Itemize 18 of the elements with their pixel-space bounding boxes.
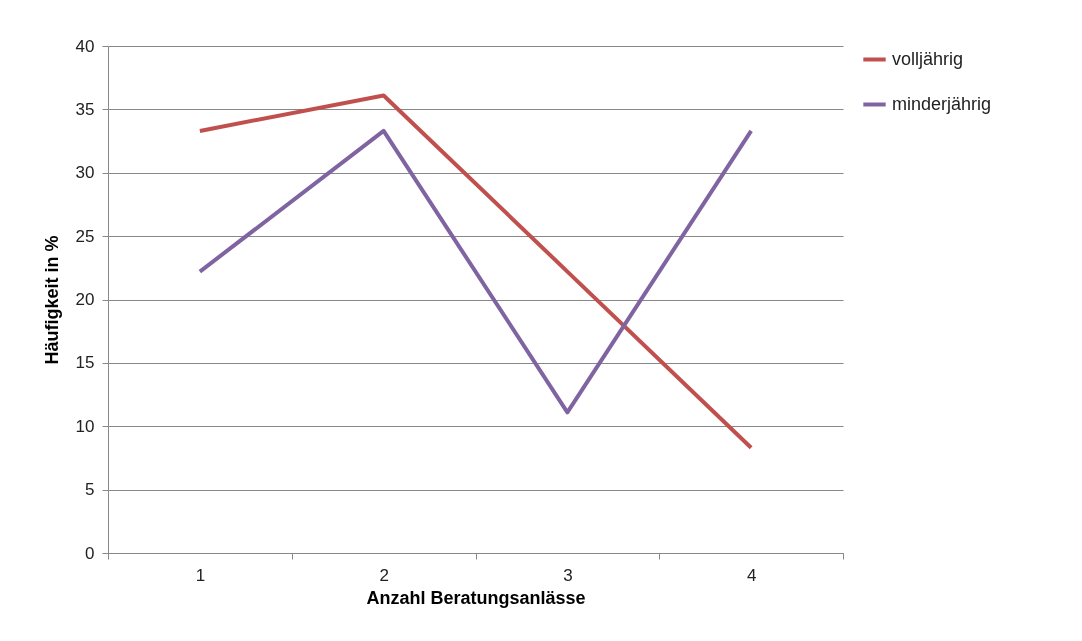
x-tick-label: 3: [563, 565, 573, 585]
y-tick-label: 5: [85, 480, 95, 500]
y-tick-label: 15: [75, 353, 95, 373]
y-tick-label: 25: [75, 226, 95, 246]
y-tick-label: 0: [85, 543, 95, 563]
line-series: [197, 93, 754, 450]
x-tick-label: 4: [746, 565, 757, 585]
y-tick-label: 35: [75, 99, 95, 119]
legend-label: volljährig: [892, 48, 964, 69]
y-axis-title: Häufigkeit in %: [41, 235, 62, 365]
y-tick-label: 40: [75, 36, 95, 56]
y-tick-label: 10: [75, 416, 95, 436]
x-tick-label: 2: [379, 565, 389, 585]
x-axis-title: Anzahl Beratungsanlässe: [366, 587, 586, 608]
x-tick-label: 1: [195, 565, 206, 585]
y-tick-label: 30: [75, 163, 95, 183]
legend-label: minderjährig: [892, 93, 992, 114]
y-tick-label: 20: [75, 290, 95, 309]
